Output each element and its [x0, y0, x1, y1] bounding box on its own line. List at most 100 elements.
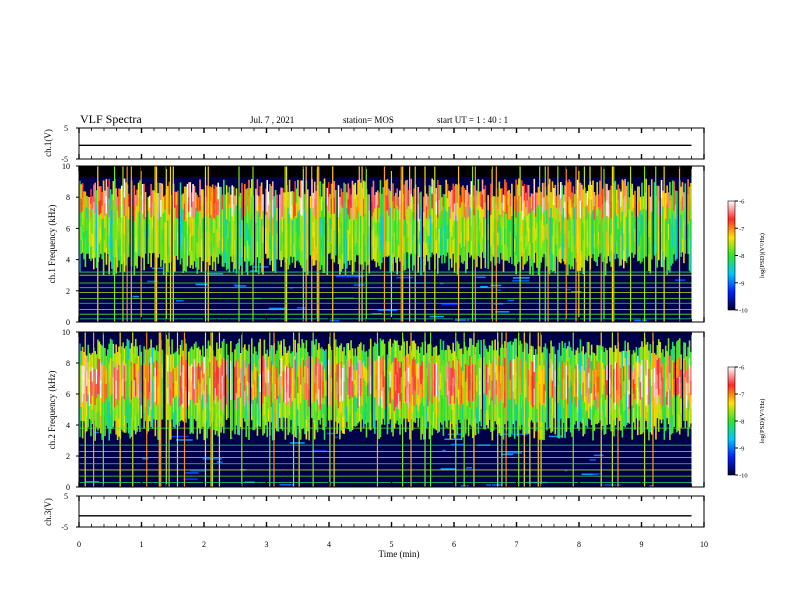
emission-cell	[390, 380, 393, 399]
emission-cell	[565, 381, 568, 399]
emission-cell	[112, 199, 115, 219]
emission-cell	[285, 404, 288, 419]
emission-cell	[280, 250, 282, 267]
noise-patch	[132, 295, 139, 298]
emission-cell	[190, 235, 193, 251]
emission-cell	[257, 196, 260, 213]
emission-cell	[478, 191, 481, 206]
impulse-line	[154, 166, 156, 322]
emission-cell	[235, 392, 238, 410]
impulse-line	[471, 166, 474, 322]
emission-cell	[624, 195, 626, 213]
emission-cell	[299, 402, 302, 422]
emission-cell	[497, 244, 499, 258]
emission-cell	[364, 197, 366, 215]
emission-cell	[508, 417, 510, 438]
emission-cell	[534, 381, 537, 399]
emission-cell	[136, 189, 138, 206]
emission-cell	[622, 350, 625, 367]
emission-cell	[266, 242, 268, 259]
emission-cell	[575, 392, 578, 407]
emission-cell	[90, 246, 92, 261]
emission-cell	[513, 237, 516, 252]
emission-cell	[230, 360, 232, 381]
emission-cell	[271, 364, 274, 384]
emission-cell	[81, 383, 84, 402]
emission-cell	[667, 207, 670, 224]
emission-cell	[98, 376, 101, 394]
emission-cell	[80, 212, 82, 227]
emission-cell	[670, 223, 673, 238]
emission-cell	[498, 417, 501, 434]
emission-cell	[188, 211, 190, 227]
emission-cell	[615, 403, 618, 418]
emission-cell	[164, 208, 166, 223]
emission-cell	[389, 223, 392, 241]
emission-cell	[195, 341, 197, 358]
emission-cell	[602, 217, 604, 233]
emission-cell	[635, 375, 638, 390]
emission-cell	[449, 385, 452, 404]
emission-cell	[308, 389, 310, 407]
emission-cell	[628, 394, 631, 410]
emission-cell	[171, 371, 173, 388]
emission-cell	[446, 183, 449, 199]
emission-cell	[143, 235, 145, 254]
emission-cell	[546, 209, 548, 225]
emission-cell	[622, 395, 625, 412]
emission-cell	[491, 380, 494, 401]
emission-cell	[313, 231, 316, 249]
emission-cell	[189, 216, 192, 234]
emission-cell	[221, 208, 224, 224]
emission-cell	[664, 362, 667, 380]
emission-cell	[87, 196, 89, 209]
emission-cell	[355, 411, 358, 426]
emission-cell	[287, 417, 289, 435]
emission-cell	[299, 231, 302, 249]
emission-cell	[487, 224, 489, 240]
emission-cell	[189, 182, 192, 200]
emission-cell	[389, 239, 392, 257]
emission-cell	[621, 419, 624, 438]
emission-cell	[582, 346, 585, 365]
emission-cell	[113, 393, 116, 408]
emission-cell	[409, 420, 411, 440]
emission-cell	[642, 208, 645, 222]
emission-cell	[453, 351, 456, 369]
emission-cell	[585, 219, 587, 234]
emission-cell	[532, 376, 534, 393]
emission-cell	[257, 258, 260, 275]
emission-cell	[427, 209, 429, 223]
emission-cell	[474, 346, 477, 365]
emission-cell	[590, 344, 593, 362]
emission-cell	[221, 194, 224, 210]
emission-cell	[179, 360, 182, 376]
emission-cell	[452, 377, 454, 396]
emission-cell	[614, 227, 617, 244]
emission-cell	[435, 227, 438, 241]
emission-cell	[592, 195, 594, 211]
emission-cell	[325, 380, 327, 396]
emission-cell	[200, 189, 203, 207]
emission-cell	[687, 209, 689, 225]
emission-cell	[214, 356, 217, 373]
emission-cell	[399, 232, 401, 248]
emission-cell	[498, 197, 501, 215]
emission-cell	[334, 372, 337, 389]
emission-cell	[546, 397, 548, 414]
emission-cell	[487, 397, 489, 414]
emission-cell	[139, 210, 141, 227]
emission-cell	[389, 386, 392, 404]
emission-cell	[662, 405, 664, 420]
emission-cell	[467, 240, 470, 253]
emission-cell	[150, 250, 152, 268]
emission-cell	[306, 206, 309, 224]
emission-cell	[443, 364, 446, 379]
emission-cell	[671, 180, 674, 198]
emission-cell	[213, 355, 215, 371]
emission-cell	[604, 416, 607, 435]
emission-cell	[588, 241, 590, 256]
emission-cell	[302, 342, 305, 361]
emission-cell	[239, 382, 242, 398]
emission-cell	[621, 368, 624, 386]
